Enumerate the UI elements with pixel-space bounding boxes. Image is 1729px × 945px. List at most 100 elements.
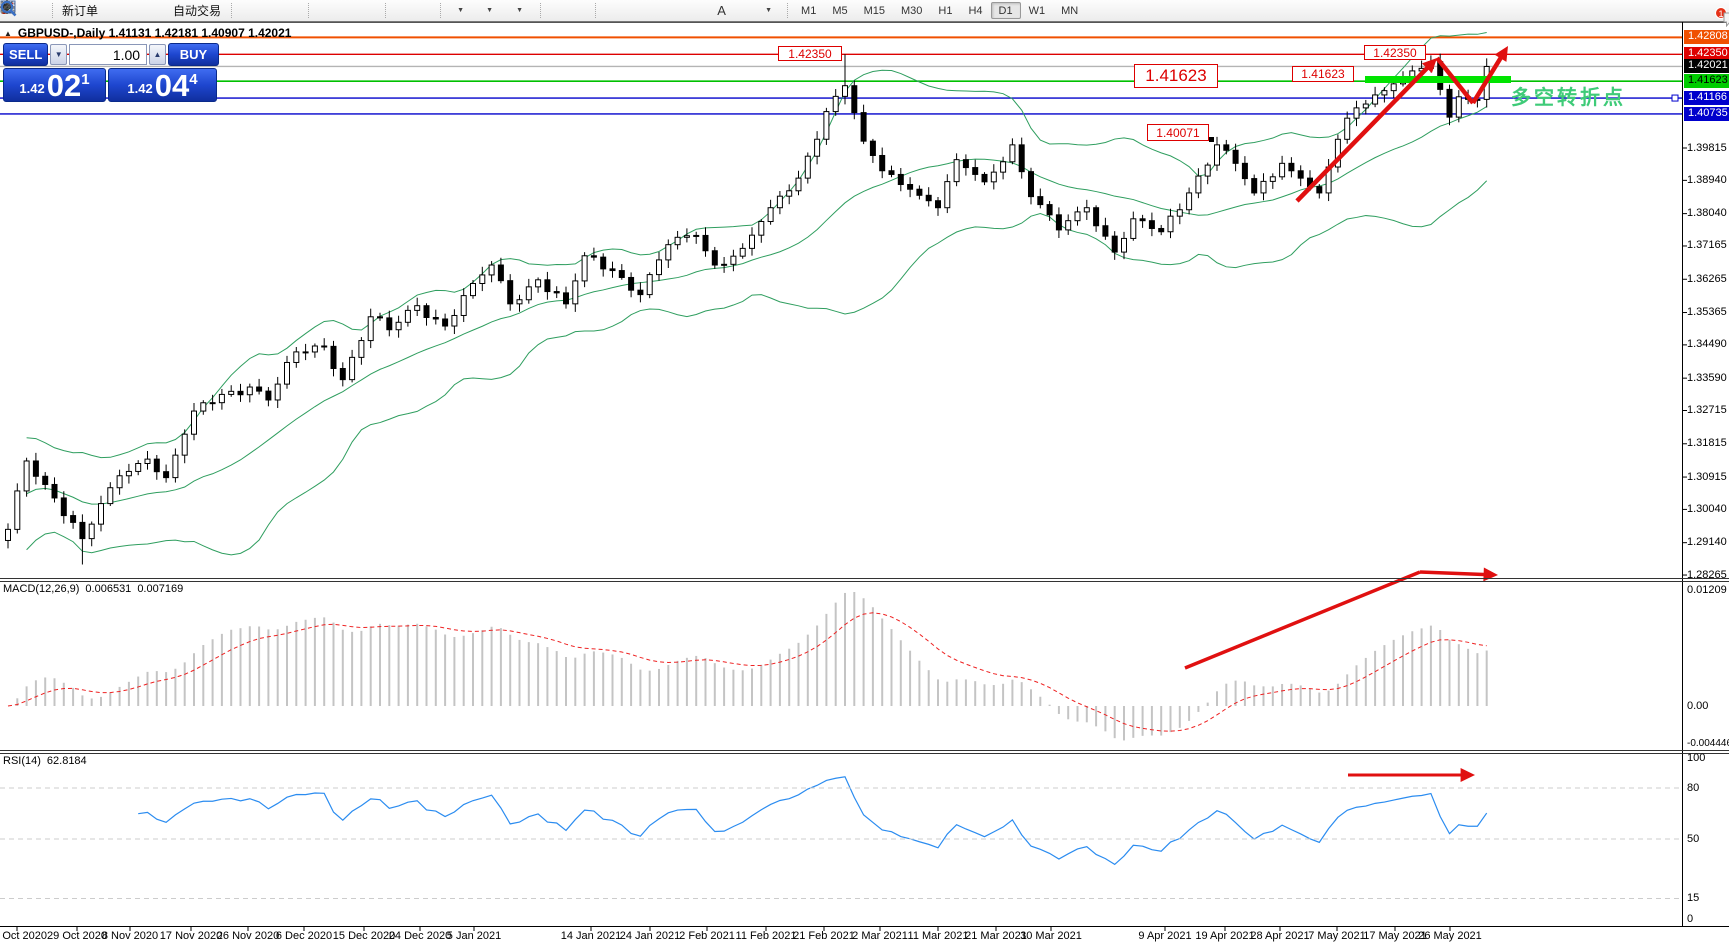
profiles-icon[interactable] [0, 0, 46, 20]
strategy-tester-icon[interactable] [1, 0, 146, 20]
toolbar-separator [303, 3, 310, 18]
trend-arrow-head [1494, 46, 1508, 62]
new-order-button[interactable]: 新订单 [1, 0, 102, 20]
candle-body [237, 390, 244, 396]
chevron-down-icon: ▼ [457, 7, 464, 14]
sell-price-big: 02 [46, 67, 82, 103]
zoom-out-icon[interactable] [1, 1, 357, 20]
zoom-in-icon[interactable] [1, 1, 335, 20]
turning-point-annotation[interactable]: 多空转折点 [1511, 87, 1626, 109]
candle-body [972, 167, 979, 175]
price-annotation[interactable]: 1.41623 [1292, 66, 1354, 82]
horizontal-line-icon[interactable] [1, 2, 644, 20]
crosshair-icon[interactable] [0, 0, 589, 20]
cursor-icon[interactable] [2, 1, 567, 20]
candle-body [367, 316, 374, 342]
candle-body [656, 259, 662, 276]
candle-body [1148, 220, 1155, 229]
metaeditor-icon[interactable] [0, 0, 124, 20]
trend-arrow[interactable] [1471, 51, 1506, 105]
price-annotation[interactable]: 1.41623 [1134, 64, 1218, 88]
candle-body [553, 291, 560, 294]
trend-arrow-head [1421, 58, 1437, 74]
buy-button[interactable]: BUY [167, 43, 220, 66]
support-zone-bar[interactable] [1365, 76, 1511, 83]
price-badge: 1.42021 [1684, 59, 1729, 74]
autotrading-button[interactable]: 自动交易 [0, 0, 225, 20]
collapse-icon[interactable]: ▲ [4, 28, 12, 38]
bar-chart-mode-icon[interactable] [1, 2, 258, 20]
candle-body [674, 236, 681, 246]
trend-arrow[interactable] [1295, 62, 1434, 203]
candle-body [1446, 88, 1453, 118]
volume-increase-button[interactable]: ▲ [149, 44, 166, 65]
timeframe-m1[interactable]: M1 [801, 4, 817, 17]
candle-body [1381, 90, 1388, 96]
timeframe-mn[interactable]: MN [1061, 4, 1079, 17]
price-annotation[interactable]: 1.42350 [778, 46, 842, 61]
timeframe-h4[interactable]: H4 [968, 4, 983, 17]
candle-body [581, 255, 588, 282]
timeframe-w1[interactable]: W1 [1028, 4, 1046, 17]
buy-price-display[interactable]: 1.42 04 4 [108, 68, 217, 102]
trend-arrow[interactable] [1435, 56, 1475, 105]
indicators-icon[interactable]: ▼ [1, 0, 474, 20]
line-handle[interactable] [1671, 94, 1679, 102]
candle-body [246, 386, 253, 396]
candle-body [981, 173, 988, 183]
date-axis-label: 15 Dec 2020 [332, 930, 396, 942]
toolbar-separator [435, 3, 442, 18]
candle-body [209, 402, 216, 405]
trend-arrow[interactable] [1419, 570, 1491, 577]
timeframe-m30[interactable]: M30 [901, 4, 923, 17]
vertical-line-icon[interactable] [5, 1, 622, 20]
candle-body [497, 264, 504, 282]
trend-arrow-head [1460, 768, 1475, 782]
line-chart-mode-icon[interactable] [0, 1, 302, 20]
candle-body [730, 255, 737, 265]
volume-decrease-button[interactable]: ▼ [50, 44, 68, 65]
equidistant-channel-icon[interactable]: E [0, 2, 688, 20]
price-badge: 1.40735 [1684, 106, 1729, 121]
candle-body [79, 521, 86, 540]
arrow-tools-icon[interactable]: ▼ [1, 2, 781, 20]
fibonacci-icon[interactable]: F [1, 2, 710, 20]
candle-body [795, 177, 802, 192]
volume-input[interactable] [69, 44, 148, 65]
sell-button[interactable]: SELL [3, 43, 49, 66]
candle-body [749, 234, 755, 249]
timeframe-h1[interactable]: H1 [938, 4, 953, 17]
timeframe-m15[interactable]: M15 [863, 4, 885, 17]
date-axis-label: 2 Feb 2021 [679, 930, 735, 942]
price-annotation[interactable]: 1.42350 [1364, 45, 1426, 60]
candle-body [925, 194, 932, 202]
price-annotation[interactable]: 1.40071 [1147, 124, 1209, 141]
tile-windows-icon[interactable] [1, 1, 379, 20]
text-icon[interactable]: A [717, 3, 726, 18]
price-tick-label: 1.32715 [1687, 404, 1727, 416]
chart-shift-icon[interactable] [2, 1, 434, 20]
timeframe-d1[interactable]: D1 [990, 2, 1021, 19]
trendline-icon[interactable] [1, 1, 666, 20]
rsi-axis-label: 0 [1687, 912, 1694, 925]
templates-icon[interactable]: ▼ [0, 0, 534, 20]
candle-body [125, 470, 132, 477]
candle-body [414, 305, 421, 311]
rsi-header: RSI(14) 62.8184 [3, 755, 87, 767]
auto-scroll-icon[interactable] [2, 1, 412, 20]
sell-price-display[interactable]: 1.42 02 1 [3, 68, 106, 102]
candle-body [1121, 237, 1127, 253]
candle-body [153, 458, 160, 473]
object-handle[interactable] [1209, 137, 1214, 142]
triangle-down-icon: ▼ [54, 50, 63, 59]
text-label-icon[interactable]: T [0, 1, 754, 20]
candle-body [404, 309, 411, 323]
price-tick-label: 1.33590 [1687, 371, 1727, 384]
candlestick-mode-icon[interactable] [2, 1, 280, 20]
price-tick-label: 1.38040 [1687, 207, 1727, 220]
periods-icon[interactable]: ▼ [0, 0, 503, 20]
candle-body [284, 361, 290, 385]
timeframe-m5[interactable]: M5 [832, 4, 848, 17]
trend-arrow[interactable] [1184, 570, 1421, 670]
signals-icon[interactable] [0, 1, 168, 20]
